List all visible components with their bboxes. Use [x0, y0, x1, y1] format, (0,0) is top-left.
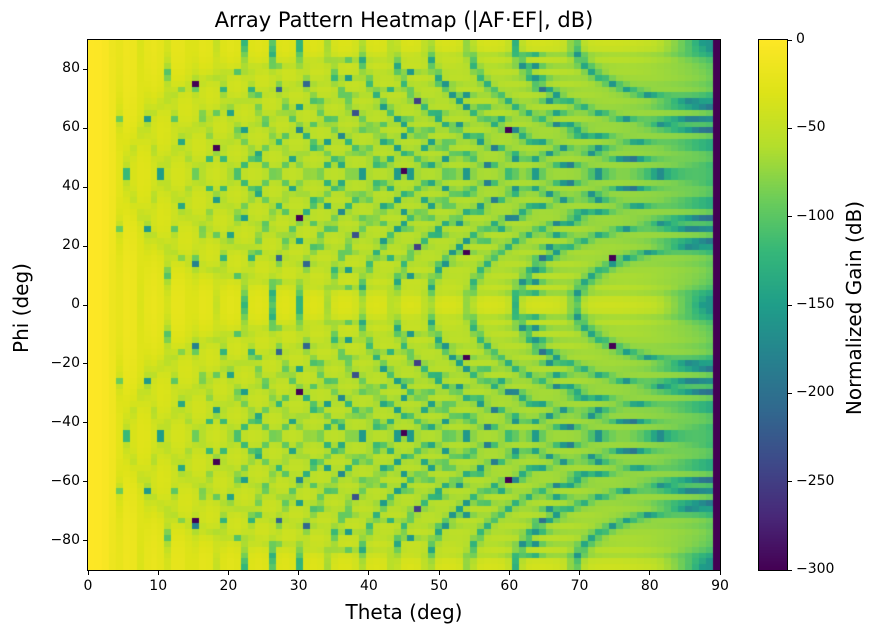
y-tick-label: −20	[50, 354, 80, 371]
y-tick-label: −80	[50, 531, 80, 548]
plot-frame	[87, 39, 721, 571]
x-tick-mark	[649, 571, 651, 575]
colorbar-tick-mark	[788, 304, 792, 306]
x-tick-mark	[579, 571, 581, 575]
x-tick-label: 10	[149, 578, 168, 594]
colorbar-tick-label: −200	[796, 384, 835, 401]
colorbar-tick-mark	[788, 216, 792, 218]
y-tick-mark	[83, 540, 87, 542]
x-tick-mark	[157, 571, 159, 575]
y-tick-label: 60	[62, 119, 80, 136]
y-tick-label: 40	[62, 178, 80, 195]
plot-title: Array Pattern Heatmap (|AF·EF|, dB)	[214, 8, 594, 32]
colorbar-tick-mark	[788, 39, 792, 41]
y-tick-mark	[83, 363, 87, 365]
x-tick-label: 70	[570, 578, 589, 594]
colorbar-tick-label: −250	[796, 472, 835, 489]
x-tick-mark	[438, 571, 440, 575]
x-axis-label: Theta (deg)	[345, 600, 463, 624]
y-tick-label: −40	[50, 413, 80, 430]
x-tick-label: 30	[289, 578, 308, 594]
colorbar-frame	[758, 39, 788, 571]
colorbar-tick-mark	[788, 481, 792, 483]
x-tick-label: 40	[359, 578, 378, 594]
colorbar-tick-label: 0	[796, 31, 805, 47]
y-tick-label: 80	[62, 60, 80, 77]
x-tick-label: 50	[430, 578, 449, 594]
y-tick-mark	[83, 127, 87, 129]
y-tick-label: −60	[50, 472, 80, 489]
x-tick-label: 20	[219, 578, 238, 594]
colorbar-tick-mark	[788, 127, 792, 129]
colorbar-tick-label: −300	[796, 561, 835, 577]
colorbar-tick-label: −150	[796, 296, 835, 312]
colorbar-gradient	[759, 40, 787, 570]
y-tick-mark	[83, 186, 87, 188]
x-tick-mark	[508, 571, 510, 575]
colorbar-tick-mark	[788, 392, 792, 394]
heatmap-image	[88, 40, 720, 570]
y-tick-label: 0	[71, 296, 80, 312]
colorbar-tick-mark	[788, 569, 792, 571]
x-tick-mark	[719, 571, 721, 575]
x-tick-label: 0	[83, 578, 93, 594]
x-tick-mark	[87, 571, 89, 575]
x-tick-mark	[227, 571, 229, 575]
y-tick-mark	[83, 245, 87, 247]
x-tick-label: 60	[500, 578, 519, 594]
x-tick-mark	[298, 571, 300, 575]
y-tick-mark	[83, 68, 87, 70]
y-tick-mark	[83, 422, 87, 424]
x-tick-mark	[368, 571, 370, 575]
y-tick-mark	[83, 304, 87, 306]
x-tick-label: 80	[640, 578, 659, 594]
x-tick-label: 90	[711, 578, 729, 594]
y-tick-mark	[83, 481, 87, 483]
colorbar-tick-label: −100	[796, 207, 835, 224]
y-tick-label: 20	[62, 237, 80, 254]
colorbar-tick-label: −50	[796, 119, 826, 136]
